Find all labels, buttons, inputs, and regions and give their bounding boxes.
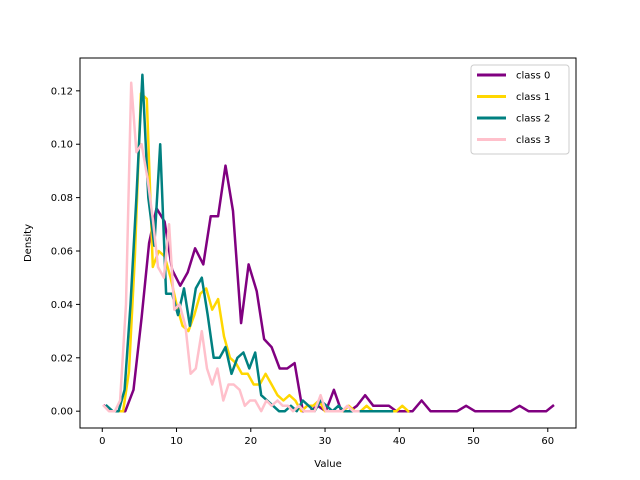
y-tick-label: 0.08 — [51, 193, 73, 204]
y-axis-label: Density — [23, 224, 34, 262]
x-tick-label: 10 — [170, 436, 183, 447]
legend: class 0 class 1 class 2 class 3 — [470, 64, 570, 155]
x-tick-label: 50 — [467, 436, 480, 447]
plot-frame — [79, 57, 577, 429]
legend-box — [470, 64, 570, 155]
y-tick-label: 0.00 — [51, 407, 73, 418]
y-tick-label: 0.02 — [51, 353, 73, 364]
x-axis-label: Value — [314, 459, 341, 470]
legend-label: class 3 — [516, 135, 550, 146]
y-tick-label: 0.04 — [51, 300, 73, 311]
legend-label: class 0 — [516, 71, 550, 82]
y-tick-label: 0.12 — [51, 86, 73, 97]
series-line-class-2 — [104, 73, 394, 413]
x-axis: 0 10 20 30 40 50 60 — [99, 428, 554, 447]
x-tick-label: 40 — [393, 436, 406, 447]
x-tick-label: 30 — [319, 436, 332, 447]
x-tick-label: 60 — [541, 436, 554, 447]
y-axis: 0.00 0.02 0.04 0.06 0.08 0.10 0.12 — [51, 86, 80, 418]
y-tick-label: 0.06 — [51, 247, 73, 258]
legend-label: class 2 — [516, 114, 550, 125]
y-tick-label: 0.10 — [51, 140, 73, 151]
x-tick-label: 0 — [99, 436, 105, 447]
x-tick-label: 20 — [244, 436, 257, 447]
series-layer — [102, 73, 555, 413]
series-line-class-3 — [102, 81, 360, 413]
legend-label: class 1 — [516, 92, 550, 103]
